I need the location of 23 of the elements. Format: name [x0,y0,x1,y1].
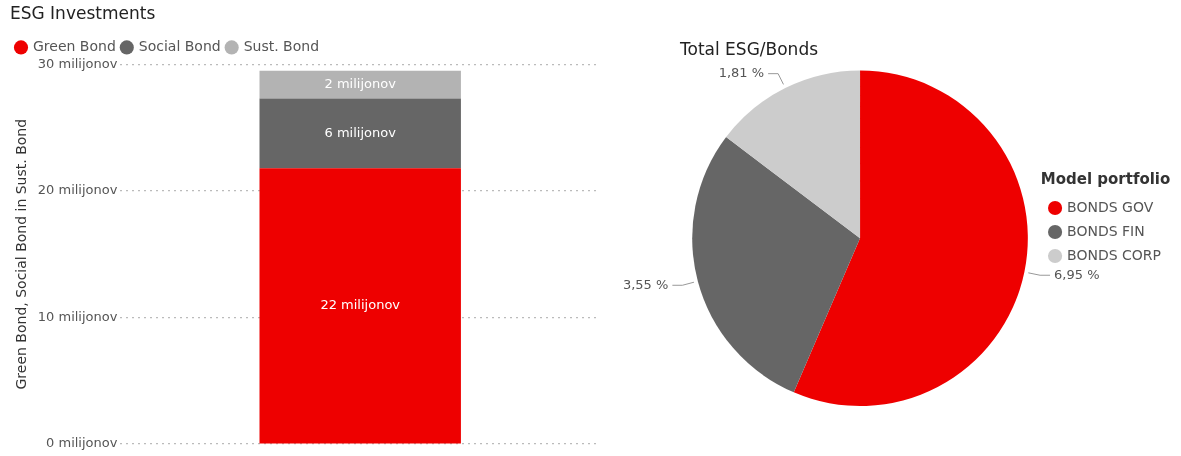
bar [259,98,461,169]
y-axis-title: Green Bond, Social Bond in Sust. Bond [13,118,30,390]
legend-label: Green Bond [33,38,116,55]
data-label: 6 milijonov [324,124,397,140]
bar [259,168,461,444]
data-label: 2 milijonov [324,76,397,92]
chart-title: ESG Investments [10,2,156,23]
legend-label: BONDS CORP [1067,246,1161,263]
legend-title: Model portfolio [1040,170,1171,189]
legend-label: BONDS GOV [1067,198,1154,215]
chart-title: Total ESG/Bonds [679,38,819,59]
legend-label: Sust. Bond [243,38,320,55]
y-tick-label: 10 milijonov [37,308,118,324]
legend-label: Social Bond [138,38,221,55]
y-tick-label: 0 milijonov [46,435,118,451]
data-label: 22 milijonov [320,297,401,313]
y-tick-label: 30 milijonov [37,55,118,71]
bar [259,70,461,99]
data-label: 1,81 % [718,65,765,81]
data-label: 3,55 % [622,276,669,292]
data-label: 6,95 % [1054,266,1100,282]
legend-label: BONDS FIN [1067,222,1145,239]
y-tick-label: 20 milijonov [37,182,118,198]
